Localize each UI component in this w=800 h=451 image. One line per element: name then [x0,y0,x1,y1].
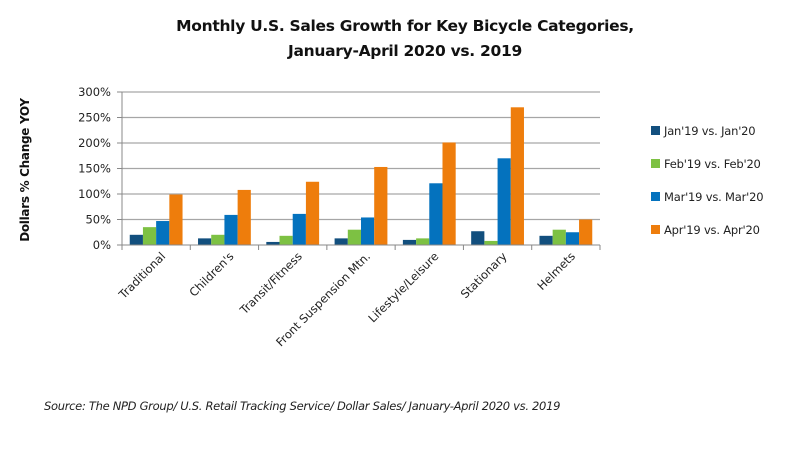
bars [129,107,593,245]
bar [484,240,498,245]
legend-swatch [651,126,660,135]
gridlines [122,91,600,221]
bar [579,219,593,245]
x-tick-label: Transit/Fitness [236,249,304,317]
bar [442,142,456,245]
legend-label: Feb'19 vs. Feb'20 [664,156,761,171]
bar [552,229,566,245]
y-tick-label: 100% [78,187,111,201]
bar [211,234,225,245]
bar [142,227,157,245]
bar [334,238,348,245]
x-tick-label: Traditional [115,249,168,302]
y-tick-label: 0% [93,238,111,252]
bar [416,238,430,245]
legend-label: Jan'19 vs. Jan'20 [664,123,756,138]
bar [565,232,580,245]
legend-item: Jan'19 vs. Jan'20 [651,114,763,147]
bar [361,217,375,245]
bar [266,241,280,245]
x-tick-label: Lifestyle/Leisure [365,249,441,325]
y-tick-labels: 0% 50% 100% 150% 200% 250% 300% [78,85,111,252]
bar [198,238,212,245]
y-tick-label: 150% [78,162,111,176]
bar [169,194,183,245]
bar [224,214,238,245]
legend-swatch [651,159,660,168]
x-tick-labels: Traditional Children's Transit/FitnessFron… [115,249,578,349]
legend: Jan'19 vs. Jan'20 Feb'19 vs. Feb'20 Mar'19… [651,114,764,246]
bar [237,189,251,245]
legend-swatch [651,192,660,201]
x-tick-label: Children's [186,249,236,299]
bar [292,213,306,245]
bar [347,229,361,245]
chart-title: Monthly U.S. Sales Growth for Key Bicycl… [130,14,680,64]
legend-item: Mar'19 vs. Mar'20 [651,180,764,213]
x-tick-label: Helmets [534,249,578,293]
chart-title-line1: Monthly U.S. Sales Growth for Key Bicycl… [176,17,634,35]
y-tick-label: 50% [85,213,111,227]
y-tick-label: 250% [78,111,111,125]
legend-label: Apr'19 vs. Apr'20 [664,222,760,237]
y-tick-label: 200% [78,136,111,150]
legend-item: Apr'19 vs. Apr'20 [651,213,763,246]
legend-swatch [651,225,660,234]
axes [117,91,601,250]
bar [510,107,524,245]
bar [279,235,293,245]
legend-label: Mar'19 vs. Mar'20 [664,189,764,204]
bar [374,166,388,245]
bar [129,234,143,245]
bar [402,239,417,245]
source-note: Source: The NPD Group/ U.S. Retail Track… [44,399,561,413]
y-tick-label: 300% [78,85,111,99]
x-tick-label: Stationary [458,249,510,301]
legend-item: Feb'19 vs. Feb'20 [651,147,763,180]
bar [471,231,485,245]
bar [156,221,170,245]
bar [539,235,553,245]
bar [497,158,511,245]
bar [429,183,443,245]
bar [305,181,320,245]
chart-subtitle: January-April 2020 vs. 2019 [288,42,522,60]
